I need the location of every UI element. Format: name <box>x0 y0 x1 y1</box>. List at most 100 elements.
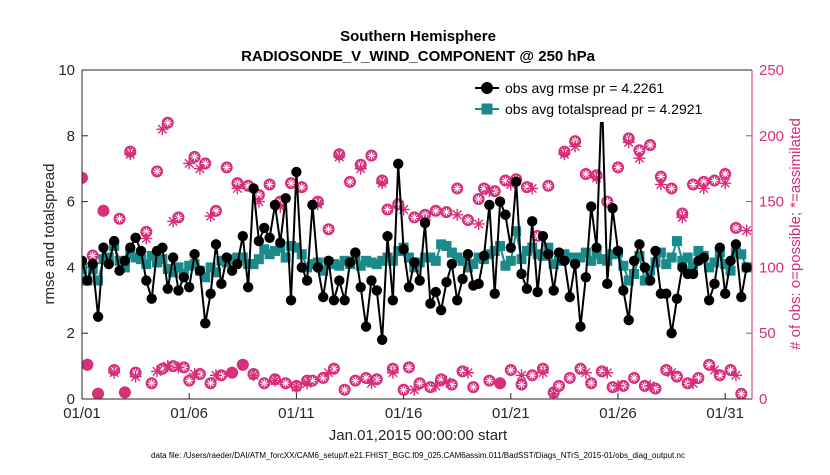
obs-possible-marker <box>687 178 700 191</box>
obs-possible-marker <box>161 116 174 129</box>
y-left-axis-label: rmse and totalspread <box>41 164 58 305</box>
totalspread-point <box>537 250 548 261</box>
totalspread-point <box>671 236 682 247</box>
rmse-point <box>114 265 125 276</box>
totalspread-point <box>473 252 484 263</box>
totalspread-point <box>629 268 640 279</box>
obs-assimilated-marker <box>82 171 88 184</box>
totalspread-point <box>484 249 495 260</box>
rmse-point <box>425 298 436 309</box>
obs-possible-marker <box>151 165 164 178</box>
rmse-point <box>666 328 677 339</box>
rmse-point <box>532 286 543 298</box>
rmse-point <box>146 293 157 304</box>
obs-assimilated-marker <box>451 208 464 221</box>
obs-assimilated-marker <box>365 377 378 390</box>
rmse-point <box>725 255 736 267</box>
obs-possible-marker <box>322 223 335 236</box>
totalspread-point <box>350 254 361 265</box>
obs-assimilated-marker <box>461 366 474 379</box>
totalspread-point <box>548 259 559 270</box>
obs-possible-marker <box>741 0 752 6</box>
rmse-point <box>108 235 120 247</box>
rmse-point <box>516 268 527 280</box>
obs-possible-marker <box>140 225 153 238</box>
obs-assimilated-marker <box>183 157 196 170</box>
totalspread-point <box>403 252 414 263</box>
rmse-point <box>92 311 104 322</box>
y-right-axis-ticks: 0 50 100 150 200 250 <box>746 62 784 408</box>
rmse-point <box>360 321 372 332</box>
y-left-tick-label: 4 <box>67 259 75 276</box>
obs-assimilated-marker <box>547 387 560 399</box>
totalspread-point <box>580 247 591 258</box>
totalspread-point <box>586 255 597 266</box>
totalspread-point <box>725 265 736 276</box>
rmse-point <box>339 295 350 306</box>
obs-assimilated-marker <box>601 366 614 379</box>
rmse-point <box>119 255 131 267</box>
rmse-point <box>307 199 318 211</box>
totalspread-point <box>200 272 211 283</box>
totalspread-point <box>168 267 179 278</box>
totalspread-point <box>607 249 618 260</box>
rmse-point <box>200 318 211 329</box>
totalspread-point <box>661 259 672 270</box>
obs-possible-marker <box>483 374 496 387</box>
obs-assimilated-marker <box>92 387 105 399</box>
obs-possible-marker <box>220 161 233 174</box>
obs-possible-marker <box>526 369 539 382</box>
totalspread-point <box>688 262 699 273</box>
obs-possible-marker <box>585 377 598 390</box>
rmse-point <box>709 278 720 290</box>
obs-assimilated-marker <box>397 203 410 216</box>
rmse-point <box>344 257 356 268</box>
rmse-point <box>607 202 618 214</box>
totalspread-point <box>704 262 715 273</box>
legend-spread-label: obs avg totalspread pr = 4.2921 <box>505 101 703 117</box>
rmse-point <box>462 249 474 260</box>
totalspread-point <box>141 259 152 270</box>
chart-subtitle: RADIOSONDE_V_WIND_COMPONENT @ 250 hPa <box>241 48 596 65</box>
obs-assimilated-marker <box>386 366 399 379</box>
obs-possible-marker <box>708 174 721 187</box>
totalspread-point <box>634 250 645 261</box>
y-right-tick-label: 250 <box>759 62 784 79</box>
rmse-point <box>537 230 549 242</box>
rmse-point <box>430 286 441 298</box>
totalspread-point <box>495 241 506 252</box>
legend-rmse-label: obs avg rmse pr = 4.2261 <box>505 80 664 96</box>
rmse-point <box>478 250 490 262</box>
rmse-point <box>446 258 458 270</box>
obs-possible-marker <box>612 161 624 174</box>
obs-possible-marker <box>697 175 710 188</box>
rmse-point <box>184 281 195 293</box>
rmse-series <box>82 87 752 345</box>
obs-assimilated-marker <box>140 232 153 245</box>
rmse-point <box>414 275 425 286</box>
data-file-footnote: data file: /Users/raeder/DAI/ATM_forcXX/… <box>151 451 685 460</box>
totalspread-point <box>430 255 441 266</box>
y-left-axis-ticks: 0 2 4 6 8 10 <box>58 62 88 408</box>
totalspread-point <box>489 245 500 256</box>
obs-assimilated-marker <box>226 366 239 379</box>
rmse-point <box>602 278 613 290</box>
obs-assimilated-marker <box>654 178 667 191</box>
totalspread-point <box>355 260 366 271</box>
totalspread-point <box>436 239 447 250</box>
obs-assimilated-marker <box>526 182 539 195</box>
rmse-point <box>623 314 634 326</box>
totalspread-point <box>414 257 425 268</box>
rmse-point <box>591 242 602 253</box>
rmse-point <box>248 183 259 194</box>
rmse-point <box>275 237 286 248</box>
rmse-point <box>387 295 399 306</box>
totalspread-point <box>243 259 254 270</box>
totalspread-point <box>291 242 302 253</box>
obs-possible-marker <box>183 374 196 387</box>
obs-assimilated-marker <box>440 375 453 388</box>
rmse-point <box>98 242 109 253</box>
obs-possible-marker <box>327 362 340 375</box>
obs-assimilated-marker <box>129 370 142 383</box>
obs-possible-marker <box>440 206 453 219</box>
